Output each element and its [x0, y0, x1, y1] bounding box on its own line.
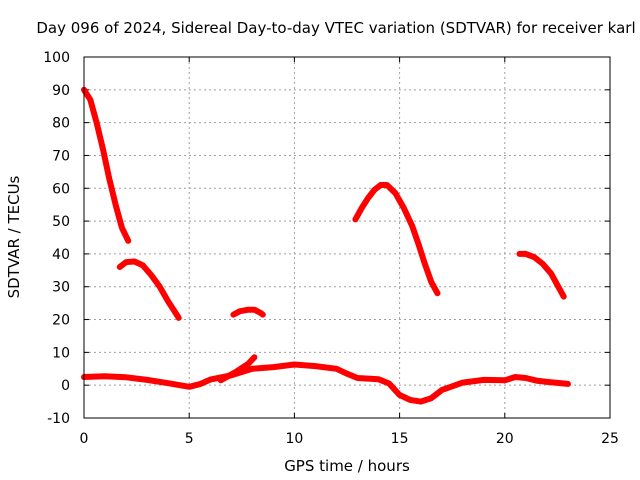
series-arc-5 [516, 250, 567, 300]
y-tick-label: 70 [52, 148, 70, 164]
y-tick-label: 0 [61, 378, 70, 394]
x-tick-label: 25 [601, 431, 619, 447]
y-tick-label: 100 [43, 50, 70, 66]
x-tick-label: 5 [185, 431, 194, 447]
series-arc-4 [352, 182, 441, 297]
chart-title: Day 096 of 2024, Sidereal Day-to-day VTE… [36, 19, 635, 37]
y-tick-label: 30 [52, 280, 70, 296]
y-tick-label: 90 [52, 83, 70, 99]
series-baseline [81, 361, 571, 405]
axis-ticks: 0 5 10 15 20 25 -10 0 10 20 30 40 50 60 70 80 90 100 [43, 50, 619, 447]
x-tick-label: 10 [285, 431, 303, 447]
y-tick-label: 80 [52, 116, 70, 132]
x-tick-label: 15 [391, 431, 409, 447]
series-arc-1 [81, 86, 132, 244]
y-tick-label: 40 [52, 247, 70, 263]
y-tick-label: 20 [52, 313, 70, 329]
y-tick-label: 50 [52, 214, 70, 230]
x-tick-label: 20 [496, 431, 514, 447]
grid-lines [84, 57, 610, 418]
y-tick-label: 10 [52, 345, 70, 361]
y-tick-label: 60 [52, 181, 70, 197]
plot-frame [83, 56, 611, 419]
series-arc-3 [230, 306, 266, 318]
x-tick-label: 0 [80, 431, 89, 447]
series-spur [217, 354, 258, 384]
x-axis-label: GPS time / hours [284, 457, 410, 475]
series-arc-2 [116, 258, 182, 321]
y-axis-label: SDTVAR / TECUs [5, 175, 23, 298]
y-tick-label: -10 [47, 411, 70, 427]
data-series [81, 86, 571, 405]
